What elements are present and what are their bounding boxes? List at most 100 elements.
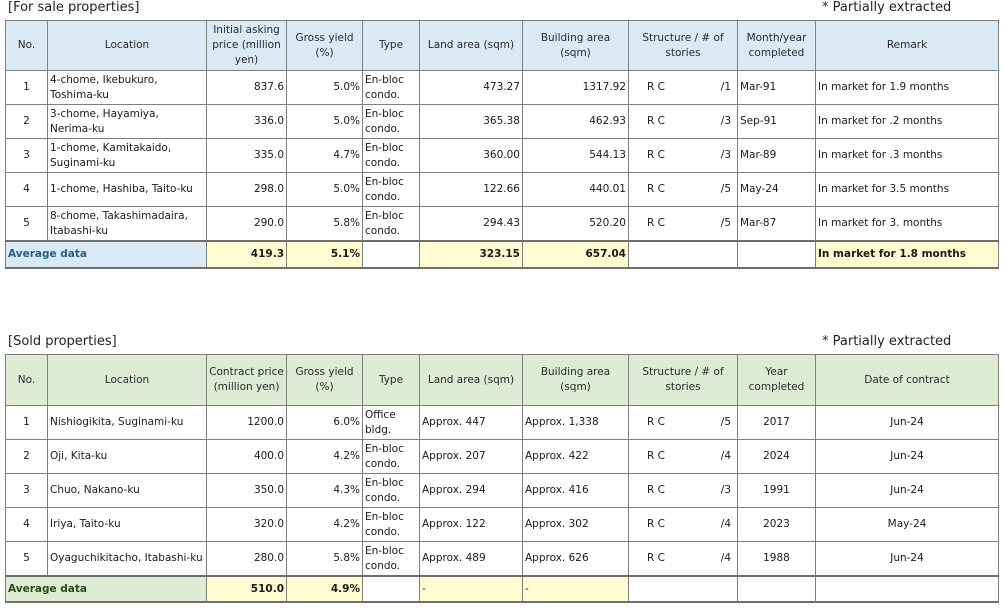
average-row: Average data 510.0 4.9% - - bbox=[5, 575, 999, 603]
average-type-empty bbox=[362, 575, 420, 603]
structure-stories: /3 bbox=[720, 484, 731, 496]
cell-location: 3-chome, Hayamiya, Nerima-ku bbox=[47, 104, 207, 139]
cell-location: Iriya, Taito-ku bbox=[47, 507, 207, 542]
cell-type: En-bloc condo. bbox=[362, 104, 420, 139]
average-structure-empty bbox=[628, 240, 738, 269]
structure-material: R C bbox=[647, 552, 665, 564]
col-header-location: Location bbox=[47, 20, 207, 71]
for-sale-note: * Partially extracted bbox=[822, 0, 952, 15]
cell-building: Approx. 302 bbox=[522, 507, 629, 542]
cell-building: 462.93 bbox=[522, 104, 629, 139]
cell-structure: R C/5 bbox=[628, 405, 738, 440]
cell-contract-date: May-24 bbox=[815, 507, 999, 542]
sold-note: * Partially extracted bbox=[822, 334, 952, 349]
cell-structure: R C/5 bbox=[628, 172, 738, 207]
cell-yield: 4.3% bbox=[286, 473, 363, 508]
cell-location: Oji, Kita-ku bbox=[47, 439, 207, 474]
cell-land: Approx. 122 bbox=[419, 507, 523, 542]
table-row: 1 4-chome, Ikebukuro, Toshima-ku 837.6 5… bbox=[5, 70, 999, 105]
cell-structure: R C/5 bbox=[628, 206, 738, 242]
col-header-building: Building area (sqm) bbox=[522, 20, 629, 71]
cell-land: Approx. 447 bbox=[419, 405, 523, 440]
cell-location: Chuo, Nakano-ku bbox=[47, 473, 207, 508]
cell-completed: 2023 bbox=[737, 507, 816, 542]
average-yield: 5.1% bbox=[286, 240, 363, 269]
sold-header-row: No. Location Contract price (million yen… bbox=[5, 354, 999, 406]
cell-completed: 2024 bbox=[737, 439, 816, 474]
for-sale-header-row: No. Location Initial asking price (milli… bbox=[5, 20, 999, 71]
cell-price: 320.0 bbox=[206, 507, 287, 542]
col-header-structure: Structure / # of stories bbox=[628, 20, 738, 71]
cell-completed: Mar-87 bbox=[737, 206, 816, 242]
cell-completed: 1991 bbox=[737, 473, 816, 508]
structure-stories: /1 bbox=[720, 81, 731, 93]
cell-location: 1-chome, Hashiba, Taito-ku bbox=[47, 172, 207, 207]
cell-price: 400.0 bbox=[206, 439, 287, 474]
cell-land: Approx. 489 bbox=[419, 541, 523, 577]
average-label: Average data bbox=[5, 240, 207, 269]
average-row: Average data 419.3 5.1% 323.15 657.04 In… bbox=[5, 240, 999, 269]
cell-structure: R C/4 bbox=[628, 507, 738, 542]
cell-building: Approx. 626 bbox=[522, 541, 629, 577]
cell-yield: 5.0% bbox=[286, 104, 363, 139]
cell-price: 298.0 bbox=[206, 172, 287, 207]
cell-price: 280.0 bbox=[206, 541, 287, 577]
cell-yield: 5.8% bbox=[286, 541, 363, 577]
cell-location: 1-chome, Kamitakaido, Suginami-ku bbox=[47, 138, 207, 173]
cell-structure: R C/3 bbox=[628, 473, 738, 508]
structure-material: R C bbox=[647, 183, 665, 195]
col-header-yield: Gross yield (%) bbox=[286, 20, 363, 71]
average-land: 323.15 bbox=[419, 240, 523, 269]
cell-building: 544.13 bbox=[522, 138, 629, 173]
structure-stories: /3 bbox=[720, 149, 731, 161]
cell-type: En-bloc condo. bbox=[362, 541, 420, 577]
cell-location: 8-chome, Takashimadaira, Itabashi-ku bbox=[47, 206, 207, 242]
cell-no: 5 bbox=[5, 206, 48, 242]
average-completed-empty bbox=[737, 240, 816, 269]
cell-structure: R C/1 bbox=[628, 70, 738, 105]
cell-land: 122.66 bbox=[419, 172, 523, 207]
cell-yield: 5.0% bbox=[286, 172, 363, 207]
cell-type: En-bloc condo. bbox=[362, 138, 420, 173]
structure-stories: /3 bbox=[720, 115, 731, 127]
cell-land: 360.00 bbox=[419, 138, 523, 173]
col-header-type: Type bbox=[362, 20, 420, 71]
cell-no: 1 bbox=[5, 405, 48, 440]
col-header-completed: Year completed bbox=[737, 354, 816, 406]
cell-type: En-bloc condo. bbox=[362, 439, 420, 474]
cell-no: 5 bbox=[5, 541, 48, 577]
average-land: - bbox=[419, 575, 523, 603]
cell-location: Nishiogikita, Suginami-ku bbox=[47, 405, 207, 440]
col-header-location: Location bbox=[47, 354, 207, 406]
cell-land: Approx. 207 bbox=[419, 439, 523, 474]
cell-building: Approx. 416 bbox=[522, 473, 629, 508]
table-row: 5 Oyaguchikitacho, Itabashi-ku 280.0 5.8… bbox=[5, 541, 999, 577]
cell-structure: R C/4 bbox=[628, 439, 738, 474]
col-header-structure: Structure / # of stories bbox=[628, 354, 738, 406]
cell-yield: 5.0% bbox=[286, 70, 363, 105]
sold-title: [Sold properties] bbox=[8, 334, 117, 349]
structure-stories: /4 bbox=[720, 552, 731, 564]
col-header-no: No. bbox=[5, 354, 48, 406]
col-header-building: Building area (sqm) bbox=[522, 354, 629, 406]
structure-material: R C bbox=[647, 450, 665, 462]
structure-material: R C bbox=[647, 416, 665, 428]
cell-location: Oyaguchikitacho, Itabashi-ku bbox=[47, 541, 207, 577]
cell-structure: R C/3 bbox=[628, 104, 738, 139]
cell-completed: Mar-91 bbox=[737, 70, 816, 105]
cell-price: 350.0 bbox=[206, 473, 287, 508]
table-row: 2 3-chome, Hayamiya, Nerima-ku 336.0 5.0… bbox=[5, 104, 999, 139]
cell-contract-date: Jun-24 bbox=[815, 473, 999, 508]
cell-price: 336.0 bbox=[206, 104, 287, 139]
cell-land: 294.43 bbox=[419, 206, 523, 242]
table-row: 3 Chuo, Nakano-ku 350.0 4.3% En-bloc con… bbox=[5, 473, 999, 508]
for-sale-title: [For sale properties] bbox=[8, 0, 140, 15]
cell-price: 1200.0 bbox=[206, 405, 287, 440]
cell-structure: R C/3 bbox=[628, 138, 738, 173]
table-row: 4 1-chome, Hashiba, Taito-ku 298.0 5.0% … bbox=[5, 172, 999, 207]
cell-type: En-bloc condo. bbox=[362, 507, 420, 542]
average-type-empty bbox=[362, 240, 420, 269]
structure-stories: /5 bbox=[720, 416, 731, 428]
cell-contract-date: Jun-24 bbox=[815, 541, 999, 577]
average-price: 510.0 bbox=[206, 575, 287, 603]
